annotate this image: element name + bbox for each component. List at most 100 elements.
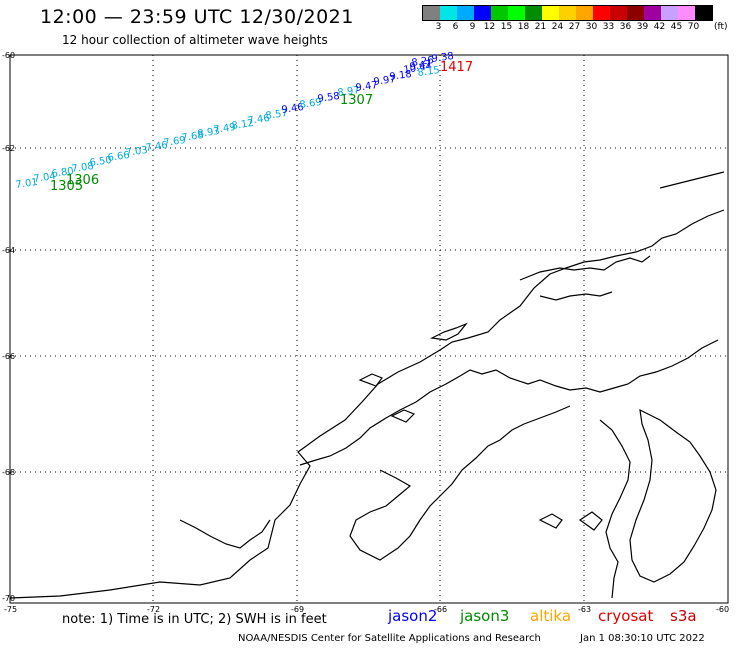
antarctic-peninsula-coast bbox=[9, 209, 725, 599]
swh-value-label: 7.49 bbox=[213, 122, 237, 136]
swh-value-label: 6.50 bbox=[89, 155, 113, 169]
footer-note: note: 1) Time is in UTC; 2) SWH is in fe… bbox=[62, 612, 327, 627]
latitude-tick-label: -66 bbox=[2, 352, 16, 361]
swh-value-label: 9.97 bbox=[373, 74, 397, 88]
shetland-island-2 bbox=[539, 291, 613, 301]
colorbar-swatch bbox=[440, 6, 457, 20]
colorbar-label: 21 bbox=[534, 22, 547, 32]
colorbar-swatch bbox=[559, 6, 576, 20]
longitude-tick-label: -63 bbox=[578, 605, 592, 614]
map-frame bbox=[9, 54, 729, 604]
colorbar-swatch bbox=[508, 6, 525, 20]
colorbar-labels: 3 6 9 12 15 18 21 24 27 30 33 36 39 42 45 70 bbox=[430, 22, 702, 32]
colorbar-swatch bbox=[644, 6, 661, 20]
east-island bbox=[629, 408, 717, 583]
colorbar-swatch bbox=[593, 6, 610, 20]
colorbar-swatch bbox=[576, 6, 593, 20]
swh-value-label: 8.57 bbox=[265, 108, 289, 122]
swh-value-label: 7.68 bbox=[181, 130, 205, 144]
swh-value-label: 7.46 bbox=[145, 140, 169, 154]
colorbar-swatch bbox=[661, 6, 678, 20]
colorbar-label: 36 bbox=[619, 22, 632, 32]
colorbar-swatch bbox=[457, 6, 474, 20]
northern-island bbox=[659, 171, 725, 189]
colorbar-label: 18 bbox=[517, 22, 530, 32]
swh-value-label: 8.97 bbox=[337, 85, 361, 99]
swh-value-label: 9.46 bbox=[281, 102, 305, 116]
map-title: 12:00 — 23:59 UTC 12/30/2021 bbox=[40, 6, 354, 28]
colorbar-label: 9 bbox=[469, 22, 476, 32]
swh-value-label: 8.69 bbox=[299, 97, 323, 111]
latitude-tick-label: -64 bbox=[2, 246, 16, 255]
south-coast bbox=[179, 519, 271, 549]
latitude-tick-label: -62 bbox=[2, 144, 16, 153]
time-label: 1307 bbox=[340, 93, 373, 108]
colorbar-unit: (ft) bbox=[714, 22, 728, 32]
longitude-tick-label: -75 bbox=[4, 605, 18, 614]
inner-coast bbox=[299, 339, 719, 466]
credit-text: NOAA/NESDIS Center for Satellite Applica… bbox=[238, 633, 541, 644]
swh-value-label: 9.58 bbox=[317, 91, 341, 105]
colorbar-swatch bbox=[491, 6, 508, 20]
swh-value-label: 7.04 bbox=[33, 171, 57, 185]
graticule bbox=[10, 55, 728, 603]
swh-value-label: 9.18 bbox=[389, 69, 413, 83]
colorbar-swatch bbox=[474, 6, 491, 20]
colorbar-label: 3 bbox=[435, 22, 442, 32]
satellite-legend-jason2: jason2 bbox=[388, 607, 438, 625]
colorbar-label: 6 bbox=[452, 22, 459, 32]
colorbar-label: 33 bbox=[602, 22, 615, 32]
sound-coast bbox=[349, 405, 571, 561]
colorbar-label: 70 bbox=[687, 22, 700, 32]
swh-value-label: 9.47 bbox=[409, 59, 433, 73]
colorbar-swatch bbox=[678, 6, 695, 20]
swh-value-label: 7.01 bbox=[15, 177, 39, 191]
colorbar-label: 42 bbox=[653, 22, 666, 32]
swh-value-label: 6.66 bbox=[107, 150, 131, 164]
longitude-tick-label: -69 bbox=[291, 605, 305, 614]
time-label: 1417 bbox=[440, 60, 473, 75]
longitude-tick-label: -66 bbox=[434, 605, 448, 614]
swh-value-label: 9.38 bbox=[431, 51, 455, 65]
small-island-5 bbox=[578, 511, 603, 531]
swh-value-label: 8.12 bbox=[231, 118, 255, 132]
colorbar-swatch bbox=[627, 6, 644, 20]
swh-value-label: 7.46 bbox=[247, 113, 271, 127]
swh-colorbar bbox=[422, 5, 713, 21]
colorbar-swatch bbox=[423, 6, 440, 20]
swh-value-label: 9.47 bbox=[355, 80, 379, 94]
satellite-legend-s3a: s3a bbox=[670, 607, 697, 625]
colorbar-label: 24 bbox=[551, 22, 564, 32]
altimeter-track: 7.017.046.807.086.506.667.037.467.697.68… bbox=[15, 51, 473, 194]
coastline bbox=[9, 171, 725, 599]
colorbar-swatch bbox=[542, 6, 559, 20]
colorbar-swatch bbox=[695, 6, 712, 20]
latitude-tick-label: -70 bbox=[2, 594, 16, 603]
swh-value-label: 8.93 bbox=[197, 126, 221, 140]
shetland-islands bbox=[519, 255, 651, 281]
time-label: 1305 bbox=[50, 179, 83, 194]
satellite-legend-altika: altika bbox=[530, 607, 572, 625]
latitude-tick-label: -60 bbox=[2, 51, 16, 60]
colorbar-swatch bbox=[610, 6, 627, 20]
longitude-tick-label: -60 bbox=[716, 605, 730, 614]
swh-value-label: 7.69 bbox=[163, 135, 187, 149]
satellite-legend-jason3: jason3 bbox=[460, 607, 510, 625]
small-island-3 bbox=[390, 409, 416, 423]
small-island-2 bbox=[358, 373, 383, 387]
colorbar-label: 39 bbox=[636, 22, 649, 32]
colorbar-label: 15 bbox=[500, 22, 513, 32]
map-subtitle: 12 hour collection of altimeter wave hei… bbox=[62, 33, 328, 47]
colorbar-label: 27 bbox=[568, 22, 581, 32]
small-island-1 bbox=[430, 322, 468, 341]
east-coast bbox=[599, 419, 631, 599]
colorbar-swatch bbox=[525, 6, 542, 20]
swh-value-label: 10.44 bbox=[403, 61, 433, 76]
swh-value-label: 7.03 bbox=[125, 145, 149, 159]
time-label: 1306 bbox=[66, 173, 99, 188]
swh-value-label: 7.08 bbox=[71, 161, 95, 175]
satellite-legend-cryosat: cryosat bbox=[598, 607, 654, 625]
latitude-tick-label: -68 bbox=[2, 468, 16, 477]
colorbar-label: 45 bbox=[670, 22, 683, 32]
